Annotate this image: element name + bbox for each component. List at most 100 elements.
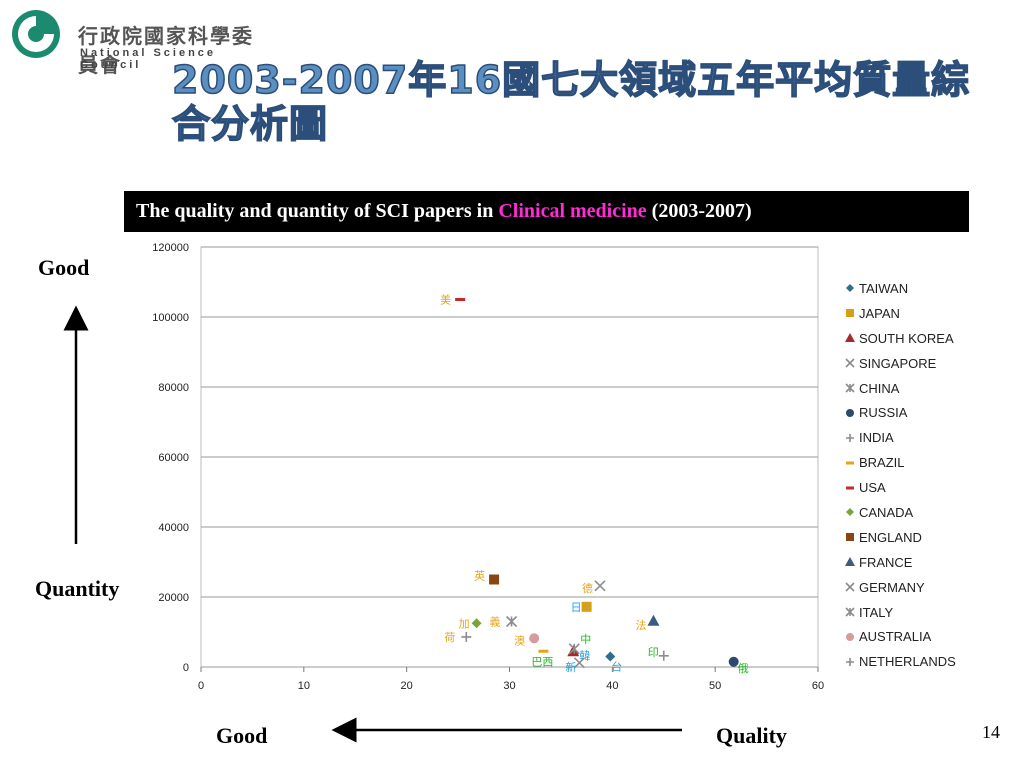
- point-label-russia: 俄: [738, 662, 749, 675]
- y-tick-label: 0: [183, 662, 189, 674]
- data-point-china: [568, 643, 580, 655]
- data-point-singapore: [573, 657, 585, 669]
- legend-marker-france: [845, 557, 855, 567]
- legend-marker-italy: [845, 607, 855, 617]
- point-label-france: 法: [635, 618, 646, 632]
- legend-item-england: ENGLAND: [843, 525, 956, 550]
- legend-marker-singapore: [845, 358, 855, 368]
- y-tick-label: 20000: [158, 592, 189, 604]
- legend-marker-netherlands: [846, 657, 854, 666]
- legend-marker-canada: [846, 508, 854, 517]
- point-label-south-korea: 韓: [579, 649, 590, 662]
- label-quality: Quality: [716, 723, 787, 748]
- point-label-singapore: 新: [565, 660, 576, 674]
- legend-item-canada: CANADA: [843, 500, 956, 525]
- legend-label-netherlands: NETHERLANDS: [859, 654, 956, 670]
- legend-marker-usa: [846, 486, 854, 490]
- legend-label-south-korea: SOUTH KOREA: [859, 330, 954, 346]
- legend-marker-china: [845, 383, 855, 393]
- legend-item-china: CHINA: [843, 376, 956, 401]
- point-label-brazil: 巴西: [531, 655, 553, 668]
- legend-marker-england: [846, 533, 854, 542]
- data-point-australia: [529, 633, 540, 644]
- logo-chinese-text: 行政院國家科學委員會: [78, 24, 254, 77]
- nsc-logo: 行政院國家科學委員會 National Science Council: [8, 8, 273, 77]
- x-tick-label: 50: [709, 680, 721, 692]
- y-tick-label: 80000: [158, 382, 189, 394]
- x-tick-label: 60: [812, 680, 824, 692]
- scatter-chart: 0 20000 40000 60000 80000 100000 120000 0 10 20 30…: [152, 242, 824, 692]
- legend-label-japan: JAPAN: [859, 305, 900, 321]
- chart-legend: TAIWAN JAPAN SOUTH KOREA SINGAPORE CHINA RUSS…: [843, 276, 956, 674]
- legend-label-brazil: BRAZIL: [859, 455, 905, 471]
- legend-label-canada: CANADA: [859, 504, 914, 520]
- data-point-germany: [594, 580, 606, 592]
- point-label-italy: 義: [490, 615, 501, 629]
- legend-marker-japan: [846, 309, 854, 318]
- point-label-taiwan: 台: [611, 660, 622, 674]
- label-good-top: Good: [38, 255, 90, 280]
- legend-label-india: INDIA: [859, 430, 894, 446]
- legend-item-usa: USA: [843, 475, 956, 500]
- legend-marker-russia: [846, 408, 854, 417]
- slide-title: 2003-2007年16國七大領域五年平均質量綜合分析圖: [171, 57, 971, 147]
- data-point-italy: [505, 615, 518, 628]
- point-label-usa: 美: [440, 294, 451, 307]
- point-label-england: 英: [474, 569, 485, 583]
- point-label-australia: 澳: [514, 634, 525, 647]
- legend-item-singapore: SINGAPORE: [843, 351, 956, 376]
- legend-marker-germany: [845, 582, 855, 592]
- legend-marker-india: [846, 433, 854, 442]
- legend-item-germany: GERMANY: [843, 575, 956, 600]
- point-label-japan: 日: [571, 601, 582, 614]
- legend-item-russia: RUSSIA: [843, 400, 956, 425]
- legend-label-germany: GERMANY: [859, 579, 925, 595]
- y-tick-label: 100000: [152, 312, 189, 324]
- data-point-england: [489, 574, 500, 585]
- nsc-logo-icon: [12, 10, 60, 58]
- banner-highlight: Clinical medicine: [498, 200, 647, 222]
- x-tick-label: 40: [606, 680, 618, 692]
- legend-label-france: FRANCE: [859, 554, 913, 570]
- legend-item-australia: AUSTRALIA: [843, 624, 956, 649]
- legend-item-brazil: BRAZIL: [843, 450, 956, 475]
- legend-label-usa: USA: [859, 480, 886, 496]
- data-point-netherlands: [461, 631, 472, 642]
- x-tick-label: 10: [298, 680, 310, 692]
- legend-label-taiwan: TAIWAN: [859, 280, 909, 296]
- x-tick-label: 0: [198, 680, 204, 692]
- data-point-india: [658, 650, 669, 661]
- legend-label-singapore: SINGAPORE: [859, 355, 937, 371]
- legend-item-india: INDIA: [843, 425, 956, 450]
- point-label-china: 中: [580, 633, 591, 646]
- legend-marker-south-korea: [845, 333, 855, 343]
- legend-label-china: CHINA: [859, 380, 900, 396]
- data-point-taiwan: [605, 651, 616, 662]
- chart-banner: The quality and quantity of SCI papers i…: [124, 191, 969, 232]
- legend-item-japan: JAPAN: [843, 301, 956, 326]
- legend-marker-brazil: [846, 461, 854, 465]
- x-tick-label: 30: [503, 680, 515, 692]
- legend-item-south-korea: SOUTH KOREA: [843, 326, 956, 351]
- legend-item-taiwan: TAIWAN: [843, 276, 956, 301]
- legend-item-netherlands: NETHERLANDS: [843, 649, 956, 674]
- logo-english-text: National Science Council: [80, 47, 217, 71]
- y-tick-label: 40000: [158, 522, 189, 534]
- legend-label-russia: RUSSIA: [859, 405, 908, 421]
- data-point-france: [647, 614, 660, 626]
- point-label-germany: 德: [582, 581, 593, 595]
- point-label-canada: 加: [459, 617, 470, 630]
- banner-prefix: The quality and quantity of SCI papers i…: [136, 200, 499, 222]
- legend-label-england: ENGLAND: [859, 529, 922, 545]
- banner-suffix: (2003-2007): [646, 200, 752, 222]
- page-number: 14: [982, 722, 1000, 742]
- y-tick-label: 60000: [158, 452, 189, 464]
- label-quantity: Quantity: [35, 576, 120, 601]
- y-tick-label: 120000: [152, 242, 189, 254]
- x-tick-label: 20: [401, 680, 413, 692]
- point-label-india: 印: [648, 646, 659, 659]
- legend-item-france: FRANCE: [843, 550, 956, 575]
- point-label-netherlands: 荷: [444, 631, 455, 644]
- legend-marker-taiwan: [846, 284, 854, 293]
